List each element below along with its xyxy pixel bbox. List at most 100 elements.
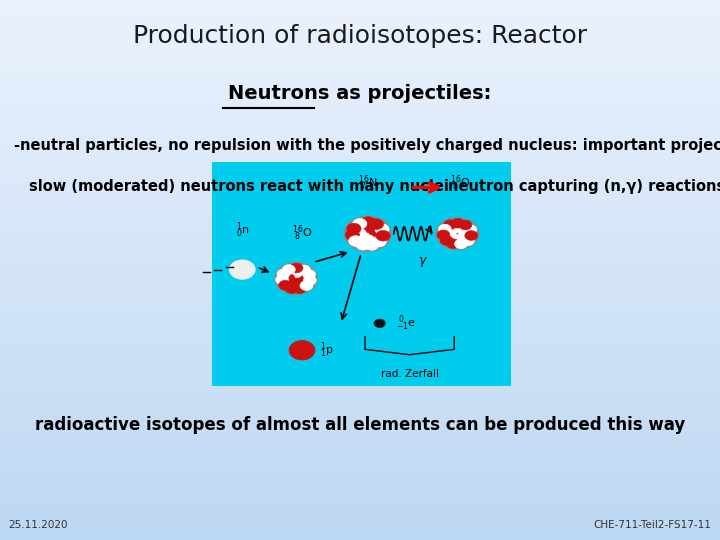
Bar [0,308,720,310]
Bar [0,497,720,500]
Bar [0,518,720,521]
Bar [0,251,720,254]
Bar [0,57,720,59]
Circle shape [374,319,385,328]
Bar [0,232,720,235]
Bar [0,451,720,454]
Bar [0,313,720,316]
Bar [0,122,720,124]
Bar [0,267,720,270]
Text: γ: γ [418,254,426,267]
Text: 25.11.2020: 25.11.2020 [9,520,68,530]
Bar [0,92,720,94]
Bar [0,162,720,165]
Bar [0,40,720,43]
Bar [0,173,720,176]
Circle shape [279,280,292,290]
Bar [0,502,720,505]
Bar [0,148,720,151]
Bar [0,505,720,508]
Text: $^{16}_{\;7}$N: $^{16}_{\;7}$N [358,174,377,193]
Bar [0,205,720,208]
Text: $^{16}_{\;8}$O: $^{16}_{\;8}$O [450,174,471,193]
Text: -neutral particles, no repulsion with the positively charged nucleus: important : -neutral particles, no repulsion with th… [14,138,720,153]
Bar [0,486,720,489]
Bar [0,178,720,181]
Bar [0,281,720,284]
Bar [0,362,720,364]
Bar [0,62,720,65]
Bar [0,472,720,475]
Bar [0,49,720,51]
Circle shape [361,234,375,245]
Circle shape [276,275,289,285]
Circle shape [464,225,477,234]
Bar [0,19,720,22]
Bar [0,338,720,340]
Bar [0,68,720,70]
Circle shape [444,220,456,229]
Bar [0,59,720,62]
Bar [0,157,720,159]
Bar [0,319,720,321]
Text: $^{\;0}_{-1}$e: $^{\;0}_{-1}$e [395,314,415,333]
Bar [0,208,720,211]
Bar [0,24,720,27]
Bar [0,246,720,248]
Bar [0,151,720,154]
Bar [0,51,720,54]
Bar [0,227,720,229]
Bar [0,413,720,416]
Bar [0,11,720,14]
Bar [0,383,720,386]
Bar [0,105,720,108]
Circle shape [352,228,366,239]
Circle shape [454,239,467,249]
Bar [0,459,720,462]
Bar [0,213,720,216]
Bar [0,375,720,378]
Bar [0,429,720,432]
Text: slow (moderated) neutrons react with many nuclei: slow (moderated) neutrons react with man… [29,179,449,194]
Bar [0,86,720,89]
Bar [0,475,720,478]
Circle shape [451,218,464,228]
Bar [0,356,720,359]
Bar [0,524,720,526]
Circle shape [451,223,464,233]
Bar [0,254,720,256]
Bar [0,389,720,392]
Circle shape [437,230,450,240]
Bar [0,119,720,122]
Bar [0,354,720,356]
Bar [0,508,720,510]
Bar [0,248,720,251]
Circle shape [344,216,392,252]
Bar [0,381,720,383]
Bar [0,219,720,221]
Bar [0,216,720,219]
Bar [0,300,720,302]
Bar [0,140,720,143]
Circle shape [462,236,474,246]
Bar [0,14,720,16]
Bar [0,446,720,448]
Circle shape [277,269,290,279]
Bar [0,332,720,335]
Circle shape [289,341,315,360]
Bar [0,294,720,297]
Bar [0,408,720,410]
Bar [0,273,720,275]
Bar [0,470,720,472]
Circle shape [303,275,316,285]
Bar [0,194,720,197]
Bar [0,202,720,205]
Bar [0,65,720,68]
Circle shape [285,284,298,293]
Circle shape [364,240,379,250]
Bar [0,529,720,532]
Bar [0,321,720,324]
Bar [0,302,720,305]
Bar [0,386,720,389]
Bar [0,170,720,173]
